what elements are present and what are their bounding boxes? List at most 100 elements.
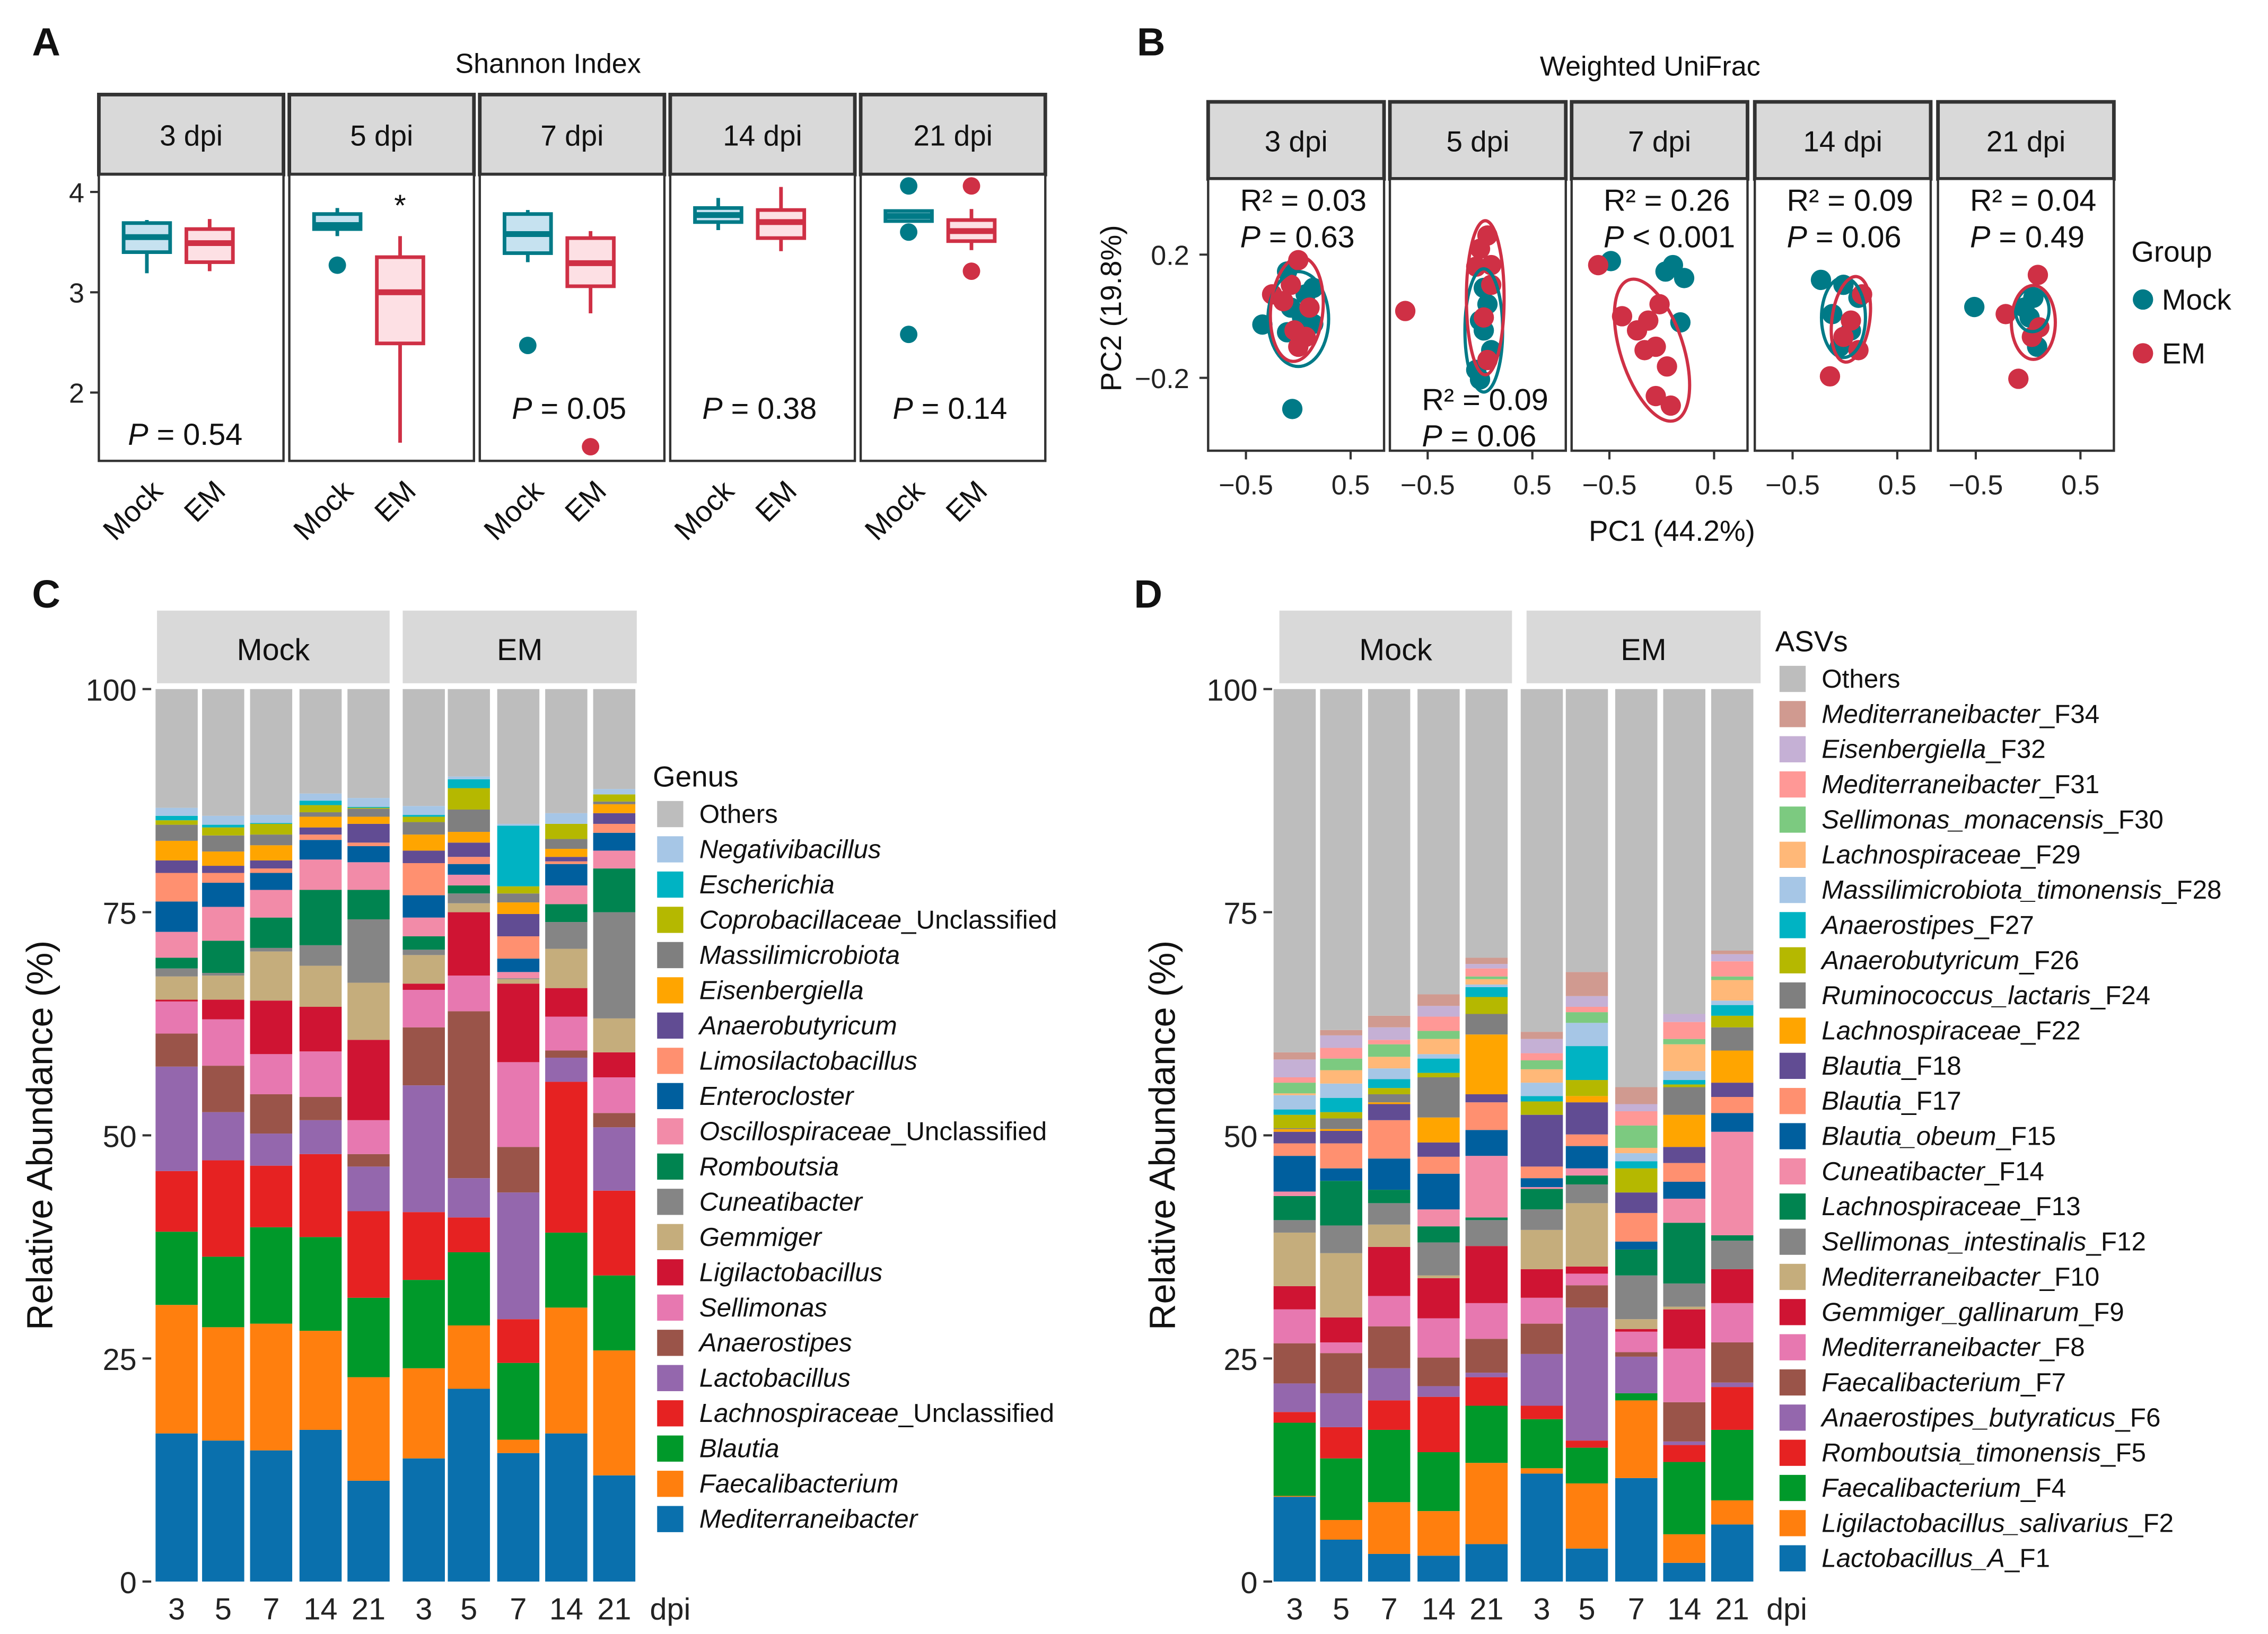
facet-14-dpi: 14 dpi Mock EM P = 0.38 xyxy=(668,92,857,547)
bar-segment xyxy=(299,1051,342,1097)
y-tick-label: 25 xyxy=(1224,1343,1258,1377)
bar-segment xyxy=(1320,1118,1362,1129)
legend-item: Anaerostipes_F27 xyxy=(1779,910,2034,939)
bar-segment xyxy=(448,1217,490,1252)
bar-segment xyxy=(1273,1412,1316,1423)
stacked-bar xyxy=(1417,689,1460,1582)
bar-segment xyxy=(545,839,588,849)
point-em xyxy=(1281,275,1301,295)
bar-segment xyxy=(1320,1519,1362,1540)
bar-segment xyxy=(545,904,588,923)
bar-segment xyxy=(1273,1383,1316,1412)
point-mock xyxy=(2014,297,2035,318)
bar-segment xyxy=(1711,954,1754,962)
bar-segment xyxy=(299,859,342,890)
bar-segment xyxy=(347,1211,390,1298)
confidence-ellipse-em xyxy=(1268,255,1325,363)
bar-segment xyxy=(497,902,540,914)
bar-segment xyxy=(1465,1303,1508,1339)
point-em xyxy=(1612,306,1633,327)
bar-segment xyxy=(1417,689,1460,995)
bar-segment xyxy=(1273,1052,1316,1060)
facet-strip-label: Mock xyxy=(237,633,310,667)
legend-swatch xyxy=(1779,1052,1806,1079)
bar-segment xyxy=(299,827,342,835)
bar-segment xyxy=(545,922,588,949)
legend-label-taxon: Negativibacillus xyxy=(699,834,881,864)
bar-segment xyxy=(1417,1452,1460,1512)
facet-strip xyxy=(668,92,857,177)
bar-segment xyxy=(1520,689,1563,1032)
bar-segment xyxy=(1711,689,1754,951)
bar-segment xyxy=(497,823,540,826)
legend-label: Cuneatibacter_F14 xyxy=(1822,1157,2044,1186)
bar-segment xyxy=(347,1166,390,1211)
bar-segment xyxy=(250,823,293,835)
bar-segment xyxy=(1465,1220,1508,1246)
y-tick-label: 0 xyxy=(1241,1566,1258,1600)
legend-label: Sellimonas xyxy=(699,1293,827,1322)
y-axis-label: Relative Abundance (%) xyxy=(1142,941,1183,1330)
legend-label: Gemmiger_gallinarum_F9 xyxy=(1822,1297,2124,1326)
bar-segment xyxy=(1368,1015,1411,1027)
legend-swatch xyxy=(1779,876,1806,903)
legend-item: Lachnospiraceae_F13 xyxy=(1779,1192,2081,1221)
stacked-bar xyxy=(202,689,244,1582)
legend-label-taxon: Sellimonas_intestinalis xyxy=(1822,1227,2086,1257)
bar-segment xyxy=(250,1165,293,1227)
bar-segment xyxy=(1615,1153,1658,1162)
legend-label-suffix: _F6 xyxy=(2115,1403,2160,1432)
facet-strip xyxy=(157,610,390,683)
bar-segment xyxy=(1663,1223,1705,1284)
bar-segment xyxy=(1368,1502,1411,1554)
bar-segment xyxy=(1320,689,1362,1030)
bar-segment xyxy=(202,976,244,1000)
legend-label-taxon: Lactobacillus xyxy=(699,1364,851,1393)
p-value-annotation-value: = 0.54 xyxy=(148,418,243,452)
point-em xyxy=(1295,327,1316,347)
point-mock xyxy=(1670,312,1691,333)
bar-segment xyxy=(497,1453,540,1582)
bar-segment xyxy=(1711,1342,1754,1383)
legend-swatch xyxy=(657,1365,684,1391)
bar-segment xyxy=(250,834,293,846)
legend-item: Anaerobutyricum xyxy=(657,1011,897,1040)
bar-segment xyxy=(299,840,342,860)
point-mock xyxy=(1674,268,1695,288)
bar-segment xyxy=(250,1450,293,1582)
bar-segment xyxy=(1520,1419,1563,1469)
bar-segment xyxy=(1273,1196,1316,1220)
x-tick-label: 3 xyxy=(168,1592,185,1626)
panel-b-y-axis-label: PC2 (19.8%) xyxy=(1094,225,1127,391)
legend-label-taxon: Romboutsia xyxy=(699,1152,839,1181)
legend-swatch xyxy=(1779,1017,1806,1044)
bar-segment xyxy=(299,1237,342,1331)
bar-segment xyxy=(1368,1104,1411,1120)
legend-label-suffix: _F10 xyxy=(2039,1262,2099,1292)
legend-label: Faecalibacterium xyxy=(699,1469,899,1498)
bar-segment xyxy=(545,885,588,904)
legend-label-suffix: _F32 xyxy=(1985,735,2045,764)
facet-strip xyxy=(478,92,667,177)
bar-segment xyxy=(1320,1225,1362,1253)
bar-segment xyxy=(402,834,445,851)
r2-annotation: R² = 0.26 xyxy=(1604,184,1730,218)
bar-segment xyxy=(1368,1057,1411,1069)
bar-segment xyxy=(1465,957,1508,964)
bar-segment xyxy=(1417,1073,1460,1078)
bar-segment xyxy=(448,689,490,777)
bar-segment xyxy=(1711,961,1754,977)
bar-segment xyxy=(1520,1323,1563,1354)
bar-segment xyxy=(1273,1220,1316,1233)
p-value-annotation-value: = 0.14 xyxy=(913,392,1008,426)
bar-segment xyxy=(497,979,540,984)
bar-segment xyxy=(593,1052,636,1078)
bar-segment xyxy=(1417,1357,1460,1386)
bar-segment xyxy=(1320,1048,1362,1059)
legend-label-suffix: _F24 xyxy=(2090,981,2150,1010)
facet-strip-label: Mock xyxy=(1359,633,1432,667)
bar-segment xyxy=(1368,1368,1411,1401)
bar-segment xyxy=(1711,1303,1754,1342)
legend-item: Sellimonas_monacensis_F30 xyxy=(1779,805,2164,834)
